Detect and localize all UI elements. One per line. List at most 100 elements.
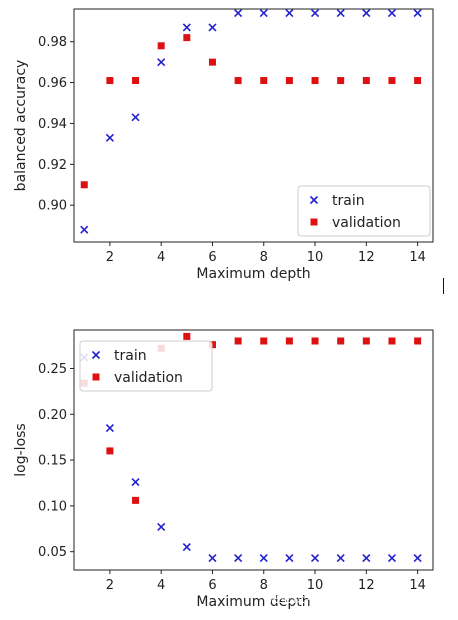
x-marker-stroke (310, 9, 320, 18)
train-point (387, 554, 397, 563)
y-tick-label: 0.94 (38, 117, 67, 132)
x-marker-stroke (131, 113, 140, 122)
x-tick-label: 4 (157, 250, 165, 265)
y-tick-label: 0.10 (38, 499, 67, 514)
x-marker-stroke (182, 543, 191, 552)
validation-point (388, 77, 396, 85)
train-point (310, 9, 320, 18)
x-marker-stroke (336, 554, 345, 563)
train-point (131, 477, 140, 487)
x-marker-stroke (182, 23, 191, 32)
x-marker-stroke (105, 133, 114, 142)
validation-point (234, 77, 242, 85)
legend-marker-train (91, 350, 101, 360)
train-point (157, 58, 166, 67)
validation-point (260, 337, 268, 345)
y-tick-label: 0.98 (38, 35, 67, 50)
plot-frame (73, 8, 434, 243)
legend: train validation (79, 340, 213, 392)
y-axis-label: log-loss (13, 423, 29, 476)
validation-point (80, 181, 88, 189)
x-marker-stroke (309, 195, 319, 205)
accuracy-chart: 2 4 6 8 10 12 14 0.90 0.92 0.94 0.96 0.98 Maximum de… (13, 8, 434, 282)
x-marker-stroke (157, 58, 166, 67)
legend-marker-train (309, 195, 319, 205)
train-point (105, 423, 114, 433)
y-tick-label: 0.20 (38, 408, 67, 423)
train-point (234, 9, 243, 18)
validation-point (183, 34, 191, 42)
y-tick-label: 0.25 (38, 362, 67, 377)
x-tick-label: 6 (208, 578, 216, 593)
train-point (234, 554, 243, 563)
validation-point (183, 332, 191, 340)
y-tick-label: 0.90 (38, 199, 67, 214)
x-tick-label: 8 (260, 578, 268, 593)
y-tick-label: 0.05 (38, 545, 67, 560)
x-marker-stroke (234, 554, 243, 563)
x-marker-stroke (91, 350, 101, 360)
validation-point (106, 77, 114, 85)
x-marker-stroke (259, 9, 268, 18)
train-point (413, 9, 422, 18)
x-tick-label: 12 (358, 250, 375, 265)
legend-label-validation: validation (114, 370, 183, 386)
x-tick-label: 12 (358, 578, 375, 593)
x-marker-stroke (336, 9, 345, 18)
watermark-text: 掘金技术社区 @ 布客飞龙 (266, 590, 417, 606)
train-point (157, 522, 166, 532)
validation-point (311, 77, 319, 85)
legend-box (79, 340, 213, 392)
x-marker-stroke (285, 554, 294, 563)
plot-frame (73, 329, 434, 571)
validation-point (106, 447, 114, 455)
x-marker-stroke (413, 9, 422, 18)
train-point (387, 9, 397, 18)
x-tick-label: 10 (307, 578, 324, 593)
x-marker-stroke (157, 522, 166, 532)
x-marker-stroke (362, 554, 371, 563)
train-point (362, 9, 371, 18)
train-point (285, 554, 294, 563)
x-marker-stroke (80, 225, 89, 234)
x-marker-stroke (413, 554, 422, 563)
logloss-chart: 2 4 6 8 10 12 14 0.05 0.10 0.15 0.20 0.25 Maximum de… (13, 329, 434, 610)
x-tick-label: 4 (157, 578, 165, 593)
y-tick-label: 0.15 (38, 454, 67, 469)
legend-box (297, 185, 431, 237)
train-point (413, 554, 422, 563)
validation-point (208, 58, 216, 66)
legend: train validation (297, 185, 431, 237)
train-point (259, 9, 268, 18)
legend-marker-validation (310, 218, 318, 226)
train-point (131, 113, 140, 122)
train-point (310, 554, 320, 563)
train-point (182, 543, 191, 552)
x-marker-stroke (362, 9, 371, 18)
x-marker-stroke (234, 9, 243, 18)
x-marker-stroke (131, 477, 140, 487)
validation-point (388, 337, 396, 345)
train-point (336, 554, 345, 563)
legend-label-train: train (332, 193, 365, 209)
y-tick-label: 0.96 (38, 76, 67, 91)
x-marker-stroke (387, 554, 397, 563)
validation-point (362, 77, 370, 85)
validation-point (311, 337, 319, 345)
x-marker-stroke (310, 554, 320, 563)
x-marker-stroke (259, 554, 268, 563)
x-marker-stroke (208, 554, 217, 563)
validation-point (234, 337, 242, 345)
y-axis-label: balanced accuracy (13, 60, 29, 192)
x-tick-label: 14 (409, 578, 426, 593)
validation-point (285, 337, 293, 345)
x-marker-stroke (105, 423, 114, 433)
train-point (336, 9, 345, 18)
text-cursor (443, 278, 444, 294)
validation-point (132, 496, 140, 504)
legend-label-validation: validation (332, 215, 401, 231)
train-point (182, 23, 191, 32)
train-point (285, 9, 294, 18)
x-tick-label: 2 (106, 578, 114, 593)
